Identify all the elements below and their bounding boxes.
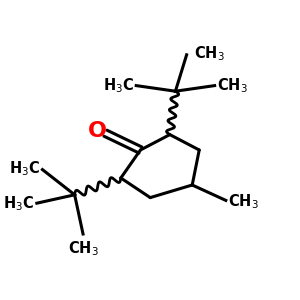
Text: CH$_3$: CH$_3$ [217,76,248,95]
Text: O: O [88,121,106,141]
Text: H$_3$C: H$_3$C [3,194,34,212]
Text: CH$_3$: CH$_3$ [68,239,98,258]
Text: CH$_3$: CH$_3$ [194,44,224,63]
Text: H$_3$C: H$_3$C [9,159,40,178]
Text: H$_3$C: H$_3$C [103,76,134,95]
Text: CH$_3$: CH$_3$ [228,192,259,211]
